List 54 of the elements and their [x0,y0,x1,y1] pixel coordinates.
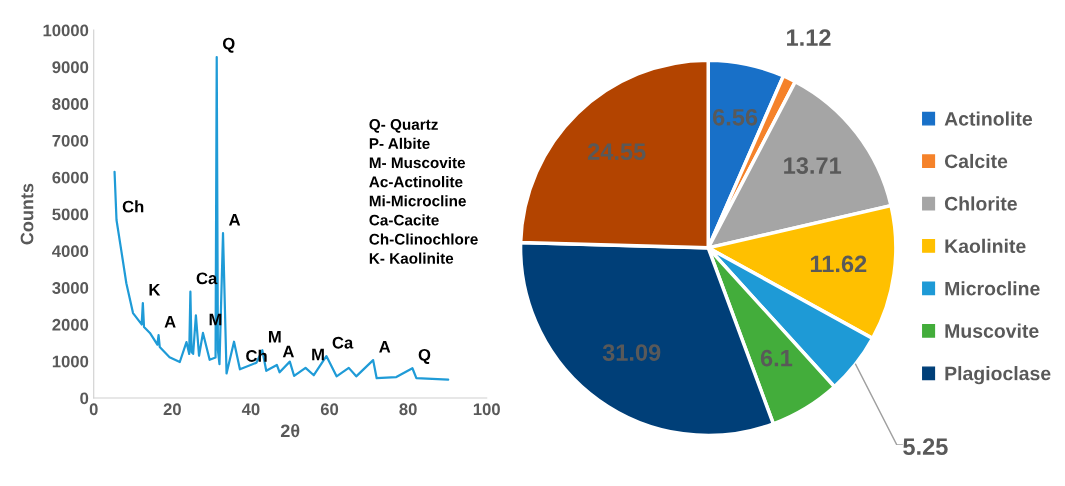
y-tick-label: 5000 [52,208,89,221]
annotation: Q [418,348,431,364]
y-tick-label: 8000 [52,98,89,110]
y-tick-label: 3000 [52,282,89,294]
annotation: K- Kaolinite [369,252,454,264]
annotation: Q [222,37,235,53]
y-tick-label: 6000 [52,171,89,184]
annotation: A [282,345,294,358]
annotation: A [164,316,176,328]
annotation: Ca-Cacite [369,214,439,226]
data-label: 6.56 [712,108,758,126]
y-tick-label: 10000 [43,24,89,37]
y-tick-label: 9000 [52,61,89,74]
data-label: 11.62 [810,255,867,273]
annotation: M [268,331,281,343]
legend-label: Microcline [945,281,1040,296]
legend-label: Muscovite [945,323,1039,338]
x-tick-label: 80 [399,403,417,416]
data-label: 6.1 [760,349,793,367]
annotation: A [379,341,391,353]
legend-label: Plagioclase [945,366,1051,385]
legend-label: Kaolinite [945,238,1026,254]
annotation: Mi-Microcline [369,195,466,207]
y-tick-label: 1000 [52,355,89,368]
x-tick-label: 60 [320,403,339,416]
annotation: Ca [332,336,354,349]
data-label: 24.55 [587,143,646,161]
x-tick-label: 40 [241,403,260,416]
annotation: M- Muscovite [369,156,466,169]
y-tick-label: 7000 [52,134,89,147]
y-axis-title: Counts [20,183,34,245]
annotation: Ch-Clinochlore [369,233,478,245]
annotation: M [209,313,222,326]
x-tick-label: 20 [163,403,181,416]
annotation: Q- Quartz [369,119,438,133]
y-tick-label: 2000 [52,318,89,331]
legend-label: Actinolite [944,111,1033,126]
legend-label: Chlorite [944,196,1017,211]
annotation: P- Albite [369,137,430,150]
annotation: Ac-Actinolite [369,176,463,188]
y-tick-label: 0 [80,392,89,405]
annotation: K [149,284,161,296]
data-label: 31.09 [602,344,661,361]
legend-label: Calcite [944,153,1008,169]
data-label: 5.25 [903,438,948,455]
annotation: M [312,348,324,361]
data-label: 1.12 [787,29,831,46]
y-tick-label: 4000 [52,245,89,258]
x-tick-label: 0 [89,403,98,416]
annotation: Ch [122,200,144,213]
x-tick-label: 100 [473,403,500,416]
data-label: 13.71 [784,157,842,174]
x-axis-title: 2θ [280,424,300,438]
annotation: A [228,214,241,226]
